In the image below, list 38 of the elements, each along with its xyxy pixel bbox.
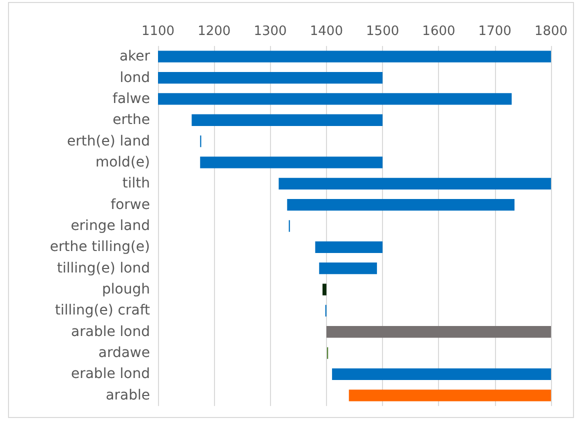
bar [158, 93, 512, 105]
x-tick-label: 1700 [478, 24, 512, 39]
x-tick-label: 1200 [198, 24, 231, 39]
bar [278, 178, 551, 190]
y-tick-label: tilling(e) lond [56, 260, 150, 276]
bar [348, 390, 551, 402]
y-tick-label: falwe [112, 90, 150, 107]
y-tick-label: arable lond [71, 324, 150, 340]
bar [319, 262, 377, 274]
y-tick-label: erthe [112, 112, 150, 128]
y-tick-label: ardawe [98, 345, 150, 362]
bar [158, 72, 383, 84]
y-tick-label: arable [106, 387, 150, 404]
y-tick-label: tilling(e) craft [55, 302, 151, 319]
bar [322, 284, 326, 296]
bar [158, 50, 551, 62]
y-tick-label: forwe [110, 196, 150, 213]
y-tick-label: erable lond [70, 366, 150, 382]
bar [332, 368, 551, 380]
x-tick-label: 1500 [366, 24, 400, 39]
y-tick-label: eringe land [70, 218, 150, 234]
x-tick-label: 1300 [254, 24, 287, 39]
bar [192, 114, 383, 126]
bar [287, 199, 515, 211]
y-tick-label: tilth [122, 176, 150, 192]
x-tick-label: 1800 [534, 24, 568, 39]
y-tick-label: erthe tilling(e) [50, 239, 150, 256]
y-tick-label: lond [120, 70, 150, 86]
x-tick-label: 1400 [310, 24, 343, 39]
y-tick-label: mold(e) [95, 154, 150, 170]
x-tick-label: 1600 [422, 24, 456, 39]
y-tick-label: erth(e) land [67, 133, 150, 150]
x-tick-label: 1100 [141, 24, 175, 39]
y-tick-label: aker [119, 48, 150, 65]
bar [315, 241, 383, 253]
bar [200, 156, 383, 168]
y-tick-label: plough [102, 282, 150, 298]
bar [326, 326, 551, 338]
